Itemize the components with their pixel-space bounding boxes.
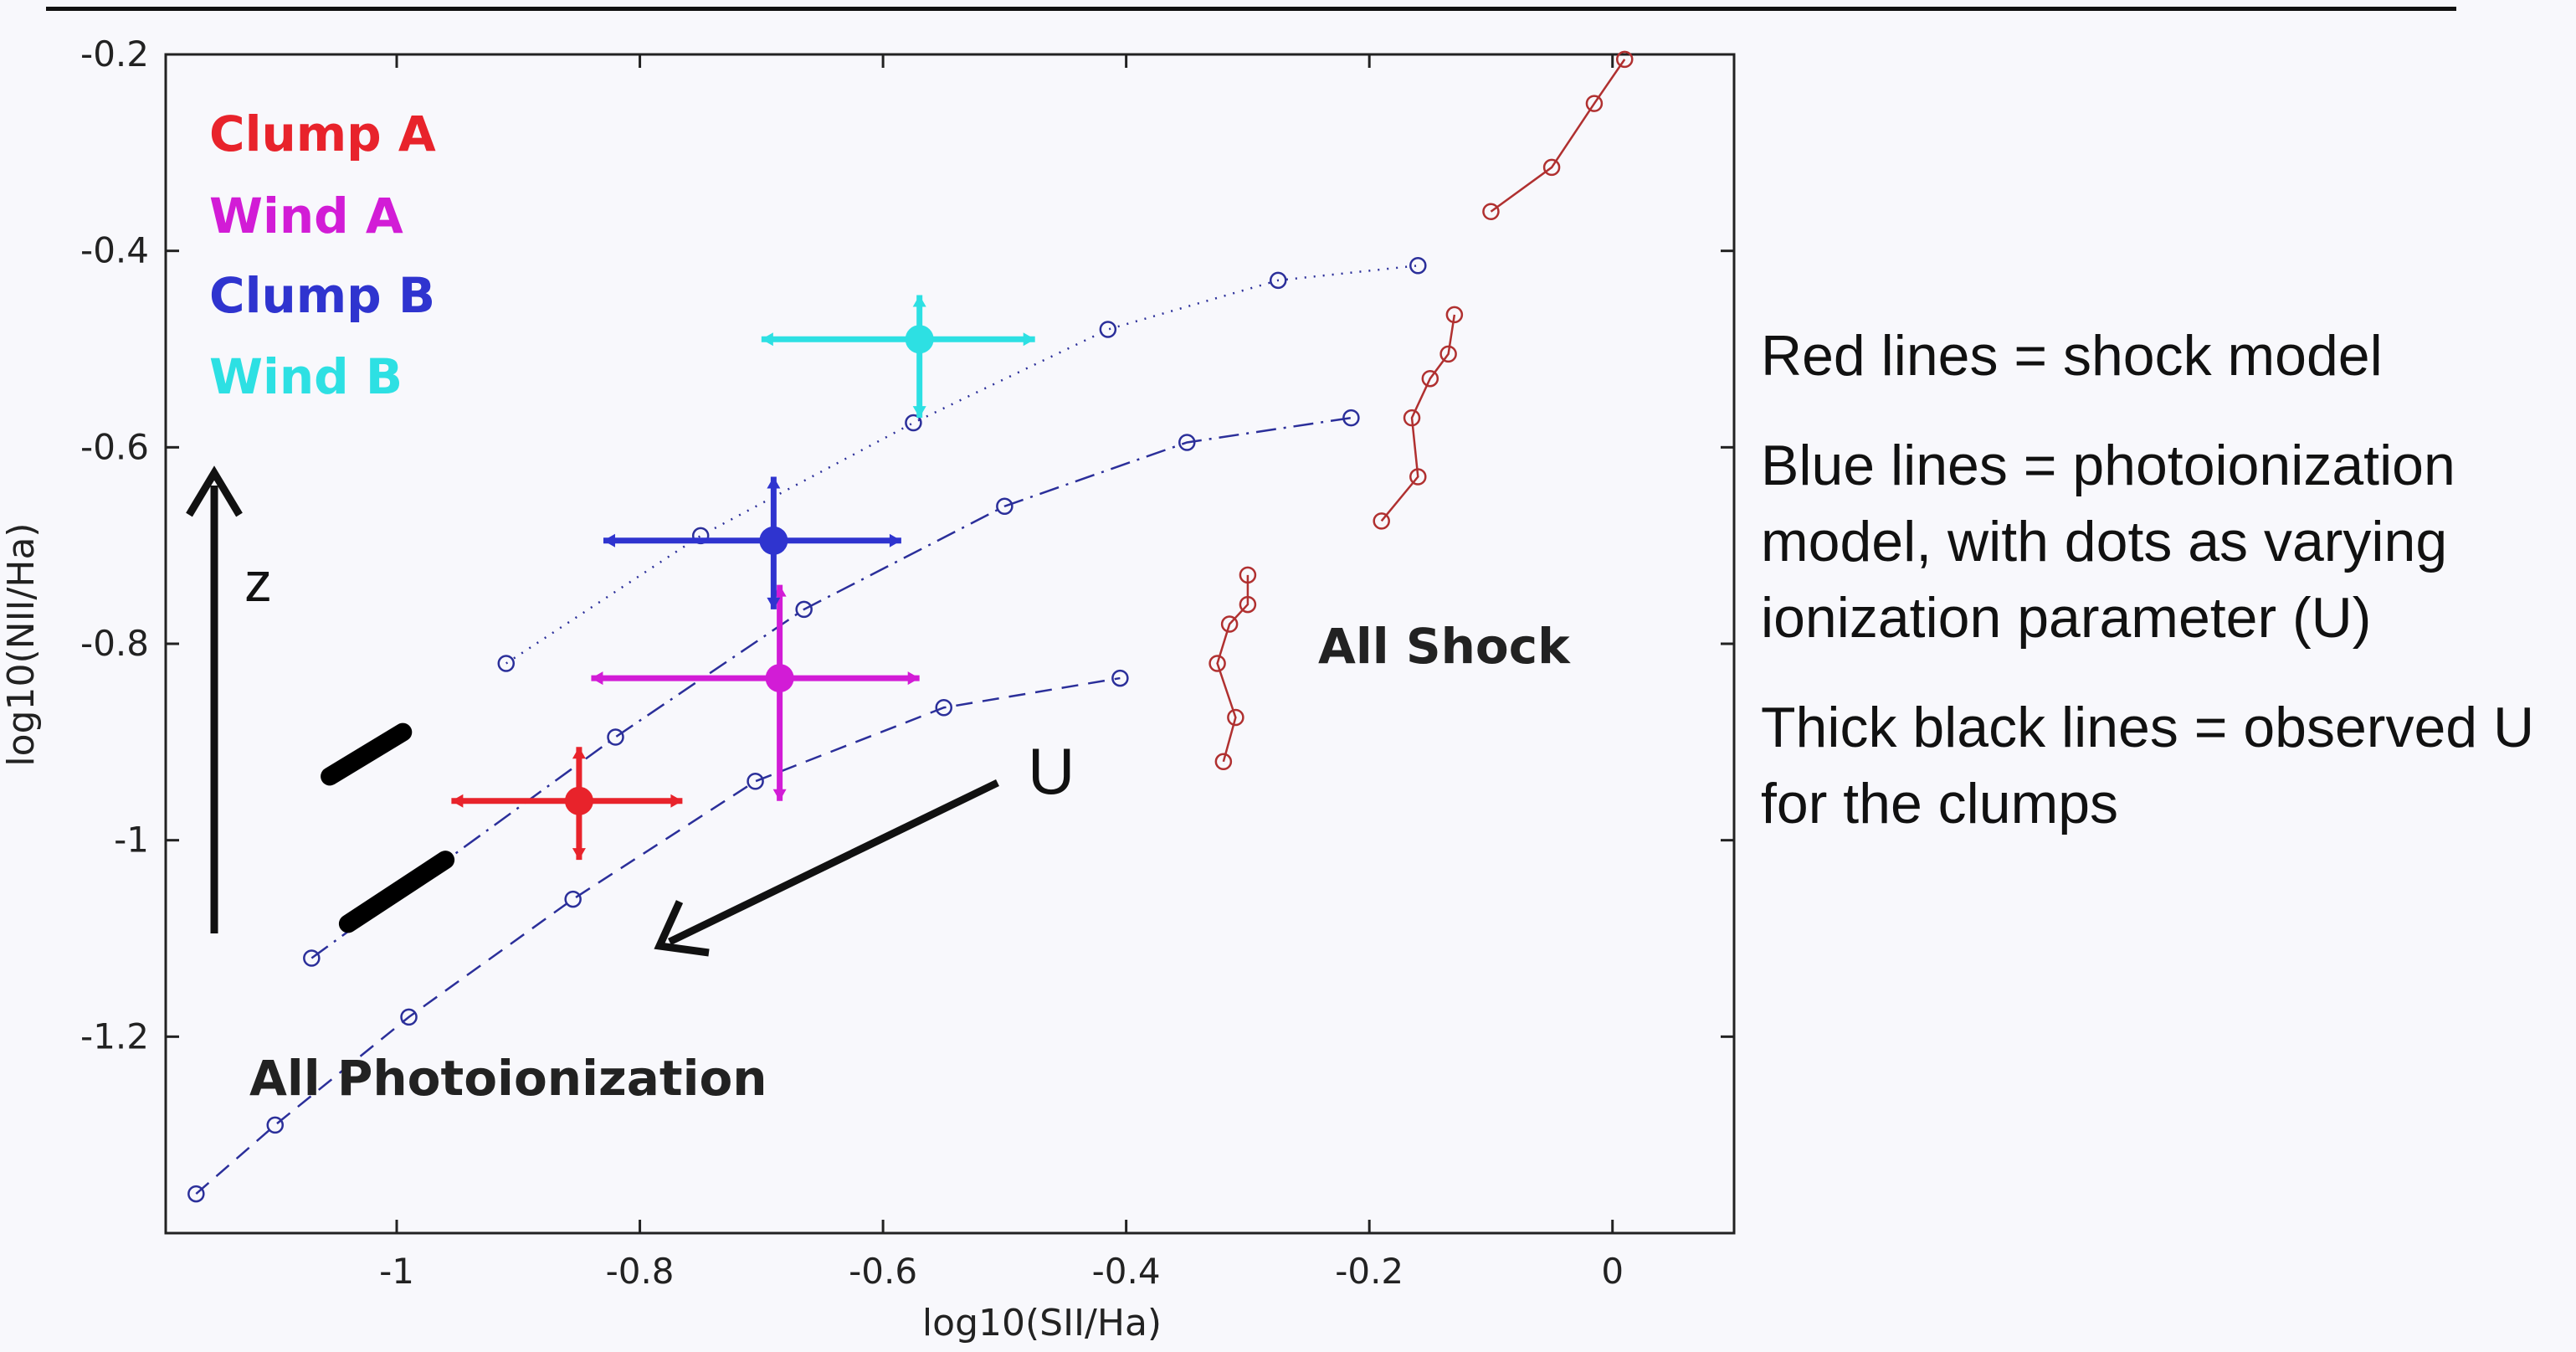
z-arrow-head — [186, 465, 243, 517]
y-tick-label: -0.2 — [80, 33, 149, 75]
x-tick-label: 0 — [1601, 1251, 1624, 1292]
all-photoionization-annotation: All Photoionization — [249, 1050, 767, 1107]
wind-b-yerr-cap-top — [912, 295, 926, 307]
note-black-lines: Thick black lines = observed U for the c… — [1761, 696, 2535, 835]
u-arrow-head — [654, 900, 710, 957]
clump-a-xerr-cap-left — [451, 794, 464, 808]
u-arrow-shaft — [668, 779, 999, 946]
clump-a-yerr-cap-top — [572, 747, 586, 759]
photoionization-u-marker — [747, 773, 764, 790]
shock-model-line — [1490, 59, 1626, 213]
photoionization-u-marker — [564, 890, 582, 908]
wind-b-xerr-cap-left — [761, 332, 773, 347]
wind-a-xerr-cap-left — [591, 671, 603, 686]
observed-u-segments — [321, 722, 455, 933]
photoionization-u-marker — [996, 497, 1013, 515]
shock-model-marker — [1227, 708, 1244, 727]
shock-model-marker — [1439, 345, 1457, 363]
clump-a-yerr-cap-bottom — [572, 848, 586, 861]
photoionization-u-marker — [1178, 434, 1196, 451]
photoionization-u-marker — [1111, 669, 1129, 687]
photoionization-u-marker — [1269, 271, 1287, 290]
observed-u-segment — [338, 851, 455, 933]
x-tick-label: -1 — [379, 1251, 414, 1292]
clump-b-point — [759, 526, 788, 555]
photoionization-u-marker — [497, 655, 516, 672]
photoionization-u-marker — [795, 600, 813, 619]
clump-b-xerr-cap-right — [889, 533, 901, 547]
note-red-lines: Red lines = shock model — [1761, 324, 2383, 388]
shock-model-marker — [1373, 512, 1390, 530]
shock-model-marker — [1208, 655, 1226, 672]
wind-b-point — [905, 325, 934, 354]
z-label: z — [244, 551, 272, 613]
notes-panel: Red lines = shock model Blue lines = pho… — [1761, 318, 2564, 876]
photoionization-u-marker — [1099, 321, 1117, 338]
y-tick-label: -1.2 — [80, 1015, 149, 1056]
photoionization-model-line — [505, 265, 1419, 665]
x-tick-label: -0.8 — [606, 1251, 675, 1292]
u-label: U — [1028, 734, 1075, 808]
u-arrow-annotation: U — [654, 734, 1075, 957]
legend-item-wind-a: Wind A — [209, 188, 403, 244]
clump-b-yerr-cap-top — [767, 476, 781, 489]
y-tick-label: -1 — [114, 820, 149, 861]
shock-model-marker — [1445, 306, 1464, 324]
y-tick-label: -0.8 — [80, 623, 149, 664]
photoionization-u-marker — [1409, 257, 1427, 275]
x-axis-label: log10(SII/Ha) — [922, 1302, 1162, 1344]
note-blue-lines: Blue lines = photoionization model, with… — [1761, 434, 2455, 650]
wind-a-point — [765, 664, 794, 693]
shock-model-marker — [1616, 50, 1634, 69]
data-points — [451, 295, 1035, 861]
all-shock-annotation: All Shock — [1318, 618, 1571, 675]
shock-model-marker — [1214, 753, 1233, 771]
legend-item-clump-b: Clump B — [209, 267, 435, 324]
photoionization-u-marker — [935, 699, 952, 717]
z-arrow-annotation: z — [186, 465, 272, 933]
clump-a-xerr-cap-right — [670, 794, 683, 808]
clump-a-point — [564, 786, 593, 815]
x-tick-label: -0.2 — [1335, 1251, 1403, 1292]
photoionization-u-marker — [905, 414, 922, 432]
legend: Clump A Wind A Clump B Wind B — [209, 105, 436, 405]
clump-b-xerr-cap-left — [603, 533, 615, 547]
shock-model-marker — [1542, 158, 1561, 177]
shock-model-marker — [1239, 566, 1257, 584]
photoionization-u-marker — [607, 728, 624, 746]
legend-item-clump-a: Clump A — [209, 105, 436, 162]
y-tick-label: -0.6 — [80, 426, 149, 467]
shock-model-marker — [1403, 409, 1421, 427]
photoionization-u-marker — [1342, 409, 1360, 427]
wind-b-yerr-cap-bottom — [912, 406, 926, 419]
wind-b-xerr-cap-right — [1023, 332, 1035, 347]
wind-a-yerr-cap-bottom — [772, 789, 787, 801]
photoionization-u-marker — [266, 1116, 284, 1134]
photoionization-u-marker — [303, 949, 321, 967]
shock-model-line — [1380, 314, 1456, 522]
observed-u-segment — [321, 722, 413, 786]
shock-model-marker — [1421, 369, 1439, 388]
legend-item-wind-b: Wind B — [209, 348, 403, 405]
model-lines — [187, 50, 1634, 1203]
clump-b-yerr-cap-bottom — [767, 597, 781, 609]
shock-model-marker — [1220, 615, 1239, 633]
x-tick-label: -0.6 — [849, 1251, 917, 1292]
shock-model-marker — [1409, 468, 1427, 486]
axis-ticks: -1 -0.8 -0.6 -0.4 -0.2 0 -0.2 -0.4 -0.6 -0.8 -1 -1.… — [80, 33, 1734, 1292]
wind-a-xerr-cap-right — [907, 671, 920, 686]
shock-model-marker — [1482, 203, 1500, 220]
photoionization-model-line — [310, 416, 1352, 959]
photoionization-model-line — [195, 676, 1121, 1195]
slide-divider-line — [46, 7, 2456, 11]
x-tick-label: -0.4 — [1092, 1251, 1161, 1292]
shock-model-marker — [1239, 595, 1257, 614]
y-tick-label: -0.4 — [80, 230, 149, 271]
photoionization-u-marker — [400, 1008, 418, 1026]
y-axis-label: log10(NII/Ha) — [0, 522, 43, 766]
shock-model-marker — [1585, 95, 1604, 112]
photoionization-u-marker — [187, 1185, 205, 1203]
